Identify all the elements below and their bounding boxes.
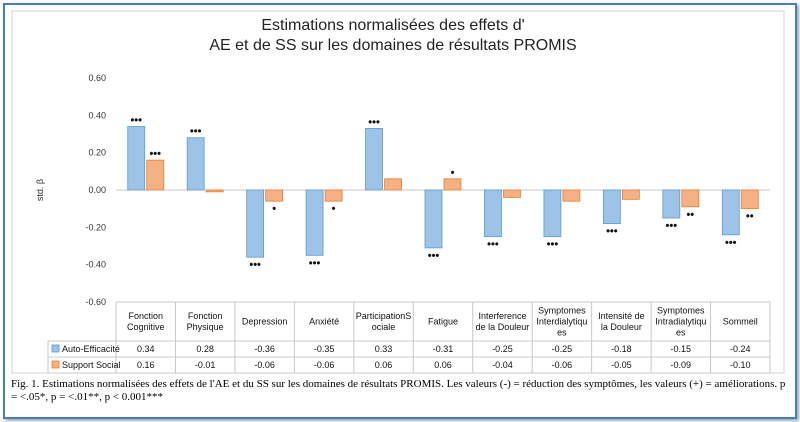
data-value: -0.01 [195, 360, 216, 370]
data-value: 0.34 [137, 344, 155, 354]
data-value: -0.06 [314, 360, 335, 370]
bar-support-social [503, 189, 521, 198]
y-tick-label: -0.40 [85, 260, 106, 270]
data-value: -0.06 [254, 360, 275, 370]
figure-frame: Estimations normalisées des effets d' AE … [3, 3, 797, 419]
y-tick-label: -0.20 [85, 222, 106, 232]
bar-support-social [146, 159, 165, 191]
chart-title-line: AE et de SS sur les domaines de résultat… [209, 37, 576, 54]
significance-marker: •• [686, 209, 694, 221]
legend-swatch [51, 360, 60, 369]
category-label: Cognitive [127, 322, 165, 332]
category-label: Interference [478, 311, 526, 321]
y-tick-label: 0.40 [88, 110, 106, 120]
bar-auto-efficacite [365, 128, 383, 191]
bar-auto-efficacite [246, 189, 265, 258]
significance-marker: ••• [547, 239, 559, 251]
category-label: Depression [242, 317, 288, 327]
y-tick-label: -0.60 [85, 297, 106, 307]
legend-label: Support Social [62, 360, 121, 370]
bar-support-social [324, 189, 343, 202]
bar-support-social [265, 189, 284, 202]
data-value: -0.18 [611, 344, 632, 354]
y-tick-label: 0.20 [88, 148, 106, 158]
significance-marker: ••• [428, 250, 440, 262]
bar-support-social [562, 189, 581, 202]
significance-marker: ••• [368, 116, 380, 128]
bar-auto-efficacite [127, 126, 146, 191]
legend-label: Auto-Efficacité [62, 344, 120, 354]
significance-marker: ••• [190, 126, 202, 138]
category-label: Fonction [188, 311, 223, 321]
significance-marker: ••• [249, 259, 261, 271]
category-label: ParticipationS [356, 311, 412, 321]
data-value: 0.28 [196, 344, 214, 354]
category-label: Intradialytiqu [655, 317, 706, 327]
bar-support-social [681, 189, 700, 208]
significance-marker: • [451, 167, 455, 179]
data-value: -0.31 [433, 344, 454, 354]
data-value: -0.24 [730, 344, 751, 354]
category-label: de la Douleur [476, 322, 530, 332]
bar-support-social [740, 189, 759, 210]
figure-caption: Fig. 1. Estimations normalisées des effe… [11, 378, 786, 403]
significance-marker: ••• [666, 220, 678, 232]
significance-marker: • [332, 203, 336, 215]
bar-support-social [443, 178, 462, 191]
category-label: Fatigue [428, 317, 458, 327]
data-value: 0.06 [375, 360, 393, 370]
bar-support-social [621, 189, 640, 200]
y-tick-label: 0.00 [88, 185, 106, 195]
legend-swatch [51, 344, 60, 353]
bar-auto-efficacite [662, 189, 681, 219]
bar-auto-efficacite [543, 189, 562, 238]
data-value: -0.36 [254, 344, 275, 354]
category-label: Symptomes [657, 306, 705, 316]
data-value: -0.25 [492, 344, 513, 354]
data-value: 0.06 [434, 360, 452, 370]
significance-marker: ••• [309, 257, 321, 269]
data-value: -0.10 [730, 360, 751, 370]
data-value: -0.09 [671, 360, 692, 370]
chart-title-line: Estimations normalisées des effets d' [261, 17, 524, 34]
category-label: es [557, 328, 567, 338]
category-label: la Douleur [601, 322, 642, 332]
data-value: -0.35 [314, 344, 335, 354]
category-label: Fonction [128, 311, 163, 321]
y-axis-label: std. β [35, 179, 45, 201]
data-value: -0.04 [492, 360, 513, 370]
data-value: 0.16 [137, 360, 155, 370]
category-label: Sommeil [723, 317, 758, 327]
significance-marker: ••• [487, 239, 499, 251]
significance-marker: ••• [725, 237, 737, 249]
bar-support-social [205, 189, 224, 193]
category-label: Symptomes [538, 306, 586, 316]
data-value: -0.15 [671, 344, 692, 354]
data-value: -0.06 [552, 360, 573, 370]
bar-support-social [384, 178, 402, 191]
bar-auto-efficacite [602, 189, 621, 224]
bar-auto-efficacite [424, 189, 443, 249]
bar-auto-efficacite [305, 189, 324, 256]
category-label: Intensité de [598, 311, 645, 321]
bar-auto-efficacite [721, 189, 740, 236]
category-label: es [676, 328, 686, 338]
bar-auto-efficacite [484, 189, 502, 238]
y-tick-label: 0.60 [88, 73, 106, 83]
data-value: -0.25 [552, 344, 573, 354]
bar-auto-efficacite [186, 137, 205, 191]
category-label: Physique [187, 322, 224, 332]
category-label: Anxiété [309, 317, 339, 327]
data-value: 0.33 [375, 344, 393, 354]
significance-marker: •• [746, 211, 754, 223]
significance-marker: ••• [149, 148, 161, 160]
category-label: ociale [372, 322, 396, 332]
significance-marker: • [272, 203, 276, 215]
data-value: -0.05 [611, 360, 632, 370]
significance-marker: ••• [606, 226, 618, 238]
significance-marker: ••• [130, 115, 142, 127]
chart: Estimations normalisées des effets d' AE … [11, 10, 785, 374]
category-label: Interdialytiqu [536, 317, 587, 327]
